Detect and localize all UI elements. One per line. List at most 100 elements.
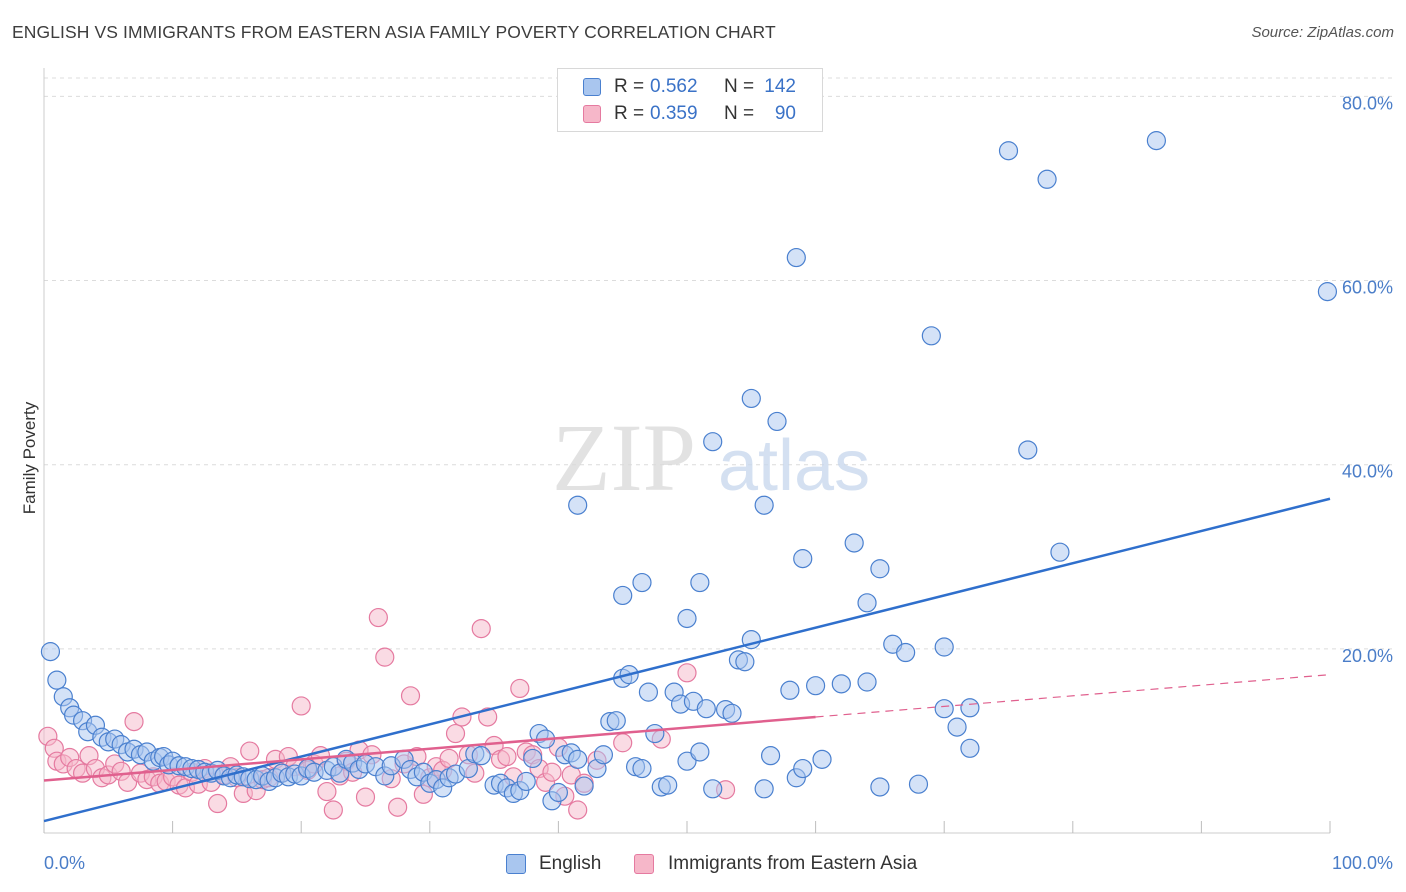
point-immigrants: [445, 723, 466, 744]
point-english: [677, 608, 697, 629]
point-english: [870, 777, 890, 797]
point-english: [516, 771, 536, 792]
point-english: [1018, 440, 1038, 460]
point-english: [47, 670, 67, 690]
point-english: [754, 495, 774, 515]
point-immigrants: [291, 696, 311, 716]
point-english: [548, 782, 569, 803]
series-legend-swatch-immigrants: [634, 854, 654, 874]
series-legend-label-english: English: [539, 853, 602, 874]
legend-row-immigrants: R = 0.359 N = 90: [558, 101, 822, 127]
legend-swatch-immigrants: [583, 105, 601, 123]
legend-r-label: R =: [614, 103, 645, 124]
point-english: [722, 703, 742, 723]
point-immigrants: [323, 800, 343, 820]
legend-r-label: R =: [614, 76, 645, 97]
point-immigrants: [542, 762, 562, 782]
point-english: [1146, 131, 1166, 151]
point-english: [960, 698, 980, 718]
legend-r-value: 0.359: [650, 103, 698, 124]
point-english: [632, 758, 652, 779]
point-english: [638, 682, 659, 702]
watermark: ZIP atlas: [552, 404, 870, 511]
point-english: [780, 680, 800, 700]
point-english: [812, 749, 832, 769]
legend-n-value: 90: [774, 103, 796, 124]
point-english: [632, 572, 652, 593]
point-immigrants: [510, 678, 530, 699]
point-english: [593, 745, 614, 765]
point-english: [1317, 282, 1338, 302]
point-english: [793, 758, 813, 779]
point-english: [754, 779, 774, 799]
point-immigrants: [478, 707, 498, 727]
point-english: [1037, 169, 1057, 189]
point-immigrants: [240, 741, 260, 761]
point-english: [947, 717, 967, 737]
point-english: [606, 711, 626, 731]
series-legend-label-immigrants: Immigrants from Eastern Asia: [668, 853, 918, 874]
point-english: [696, 699, 716, 719]
point-english: [844, 533, 864, 553]
trend-line-immigrants-extension: [815, 674, 1331, 718]
point-immigrants: [317, 781, 337, 802]
grid-lines: [44, 77, 1392, 650]
point-english: [857, 593, 877, 613]
trend-lines: [43, 497, 1331, 823]
x-tick-label: 0.0%: [44, 853, 85, 873]
y-tick-label: 40.0%: [1342, 462, 1393, 482]
point-english: [703, 432, 723, 452]
trend-line-english: [43, 497, 1331, 823]
point-english: [658, 775, 678, 795]
point-english: [703, 779, 723, 799]
point-english: [921, 326, 941, 346]
point-english: [568, 749, 588, 769]
legend-swatch-english: [583, 78, 601, 96]
point-immigrants: [124, 711, 144, 732]
point-english: [690, 742, 710, 762]
point-english: [741, 388, 761, 409]
point-immigrants: [568, 800, 588, 820]
point-english: [690, 572, 710, 593]
y-tick-label: 20.0%: [1342, 646, 1393, 666]
point-immigrants: [400, 686, 421, 706]
point-english: [645, 723, 665, 744]
point-english: [934, 637, 954, 657]
point-english: [767, 411, 787, 432]
point-immigrants: [375, 647, 395, 667]
trend-line-immigrants: [43, 715, 816, 782]
point-english: [793, 549, 813, 569]
y-axis-title: Family Poverty: [20, 401, 39, 514]
point-immigrants: [388, 797, 408, 817]
point-immigrants: [471, 618, 491, 639]
legend-n-label: N =: [724, 103, 755, 124]
point-english: [870, 559, 890, 579]
point-english: [960, 738, 980, 758]
point-english: [857, 672, 877, 692]
point-english: [934, 699, 954, 719]
point-english: [40, 642, 61, 662]
point-immigrants: [677, 663, 697, 683]
series-immigrants-points: [38, 607, 736, 820]
legend-n-label: N =: [724, 76, 755, 97]
point-english: [805, 676, 826, 696]
point-english: [613, 585, 633, 606]
point-english: [786, 247, 806, 268]
axes: [43, 68, 1331, 834]
point-english: [568, 495, 588, 515]
point-english: [998, 141, 1019, 161]
x-tick-label: 100.0%: [1332, 853, 1393, 873]
point-english: [735, 652, 755, 672]
point-english: [574, 776, 594, 796]
correlation-legend: R = 0.562 N = 142 R = 0.359 N = 90: [557, 68, 823, 132]
point-english: [896, 642, 916, 663]
chart-title: ENGLISH VS IMMIGRANTS FROM EASTERN ASIA …: [12, 22, 776, 42]
legend-r-value: 0.562: [650, 76, 698, 97]
series-legend-swatch-english: [506, 854, 526, 874]
point-immigrants: [497, 746, 517, 767]
y-tick-label: 80.0%: [1342, 93, 1393, 113]
point-english: [1050, 542, 1070, 562]
point-immigrants: [208, 793, 228, 814]
series-english-points: [40, 131, 1338, 811]
